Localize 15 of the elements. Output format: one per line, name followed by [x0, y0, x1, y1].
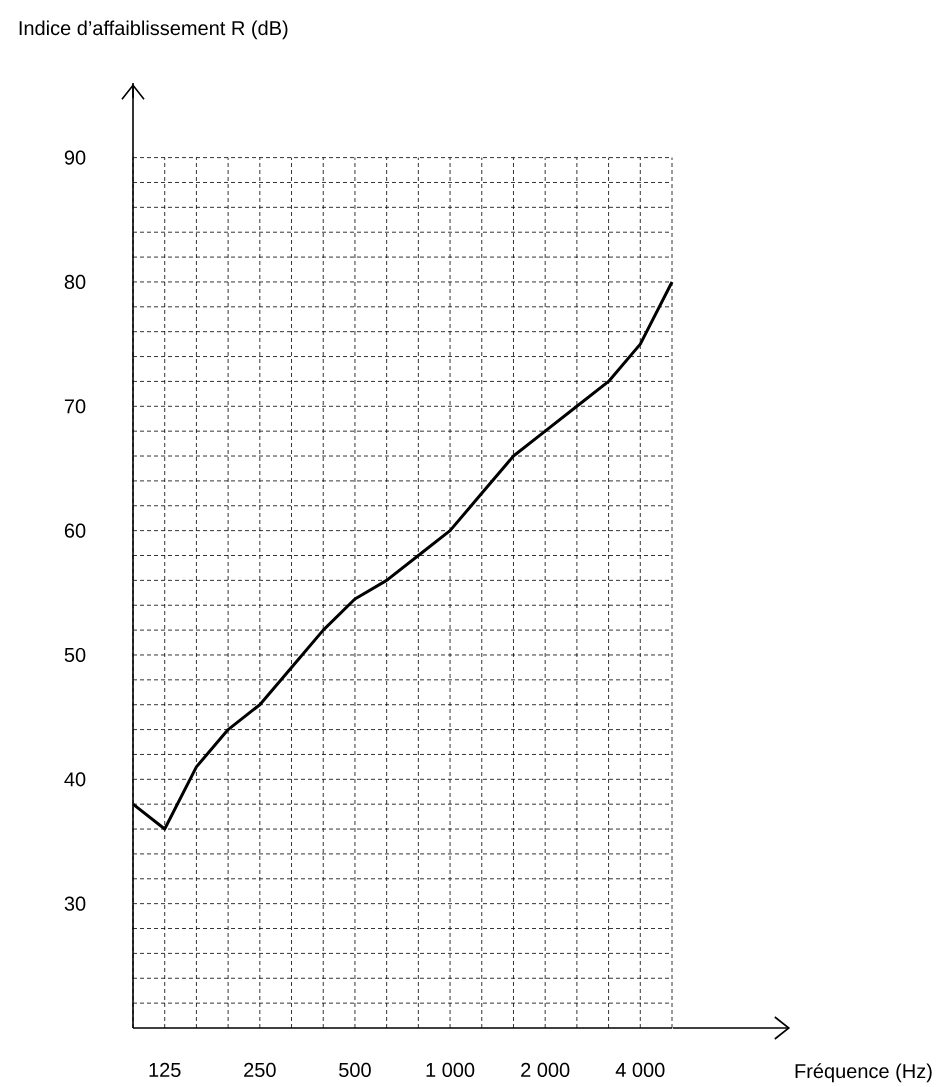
- x-tick-label: 1 000: [426, 1062, 475, 1078]
- x-tick-label: 250: [244, 1062, 276, 1078]
- y-tick-label: 70: [64, 399, 86, 414]
- y-tick-label: 50: [64, 647, 86, 663]
- x-tick-label: 2 000: [521, 1062, 570, 1078]
- text: Indice d’affaiblissement R (dB): [19, 20, 288, 40]
- y-tick-label: 60: [64, 523, 86, 538]
- y-tick-label: 30: [64, 896, 86, 911]
- x-tick-label: 4 000: [615, 1062, 665, 1078]
- text: Fréquence (Hz): [795, 1063, 932, 1083]
- y-tick-label: 80: [64, 274, 86, 290]
- y-tick-label: 90: [64, 150, 86, 165]
- x-tick-label: 125: [149, 1062, 181, 1078]
- y-tick-label: 40: [64, 772, 86, 787]
- x-tick-label: 500: [339, 1062, 371, 1078]
